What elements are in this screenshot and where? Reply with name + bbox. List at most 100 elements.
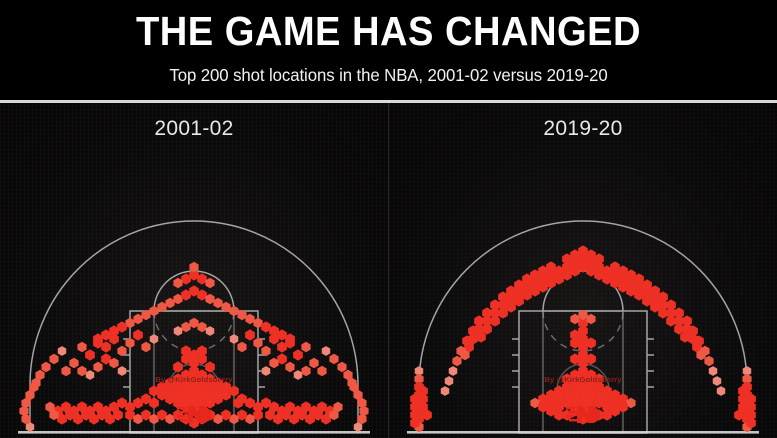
shot-marker (578, 397, 588, 409)
shot-marker (305, 413, 315, 425)
shot-marker (165, 297, 175, 309)
shot-marker (522, 273, 532, 285)
shot-marker (117, 366, 127, 376)
shot-marker (281, 409, 291, 421)
shot-marker (269, 333, 279, 345)
shot-marker (321, 346, 331, 356)
shot-marker (189, 317, 199, 329)
shot-marker (253, 409, 263, 421)
shot-marker (490, 299, 500, 311)
shot-marker (634, 281, 644, 293)
charts-region: 2001-02 By @KirkGoldsberry (0, 103, 777, 438)
shot-marker (522, 281, 532, 293)
shot-marker (213, 385, 223, 397)
shot-marker (626, 397, 636, 409)
shot-marker (674, 315, 684, 327)
shot-marker (498, 299, 508, 311)
shot-marker (173, 361, 183, 373)
shot-marker (602, 401, 612, 413)
shot-marker (462, 335, 472, 347)
shot-marker (594, 261, 604, 273)
panel-title-left: 2001-02 (154, 117, 234, 140)
shot-marker (410, 401, 420, 413)
shot-marker (514, 279, 524, 291)
shot-marker (554, 401, 564, 413)
shot-marker (157, 409, 167, 421)
shot-marker (261, 397, 271, 409)
shot-marker (586, 393, 596, 405)
shot-marker (197, 369, 207, 381)
shot-marker (650, 301, 660, 313)
shot-marker (708, 366, 718, 376)
shot-marker (301, 365, 311, 377)
shot-marker (93, 361, 103, 373)
shot-marker (546, 277, 556, 289)
shot-marker (440, 386, 450, 396)
shot-marker (181, 369, 191, 381)
shot-markers (19, 261, 369, 432)
shot-marker (29, 381, 39, 393)
shot-marker (329, 409, 339, 421)
shot-marker (189, 357, 199, 369)
shot-marker (165, 393, 175, 405)
shot-marker (570, 329, 580, 341)
shot-marker (205, 277, 215, 289)
shot-marker (642, 287, 652, 299)
shot-marker (89, 413, 99, 425)
shot-marker (293, 370, 303, 380)
shot-marker (321, 413, 331, 425)
shot-marker (658, 307, 668, 319)
page-subtitle: Top 200 shot locations in the NBA, 2001-… (169, 65, 608, 85)
shot-marker (452, 355, 462, 367)
panel-title-right: 2019-20 (543, 117, 623, 140)
shot-marker (189, 381, 199, 393)
shot-marker (594, 389, 604, 401)
shot-marker (213, 413, 223, 425)
shot-marker (343, 369, 353, 381)
shot-marker (688, 325, 698, 337)
shot-marker (61, 401, 71, 413)
shot-marker (117, 345, 127, 357)
shot-marker (530, 269, 540, 281)
shot-marker (313, 409, 323, 421)
shot-marker (546, 405, 556, 417)
shot-marker (245, 397, 255, 409)
shot-marker (626, 277, 636, 289)
shot-marker (113, 409, 123, 421)
shot-marker (45, 401, 55, 413)
shot-marker (594, 381, 604, 393)
shot-marker (642, 295, 652, 307)
shot-marker (570, 377, 580, 389)
shot-marker (101, 341, 111, 353)
shot-marker (197, 273, 207, 285)
shot-marker (189, 285, 199, 297)
shot-marker (181, 353, 191, 365)
shot-marker (149, 385, 159, 397)
shot-marker (414, 373, 424, 385)
shot-marker (456, 345, 466, 357)
shot-marker (418, 401, 428, 413)
shot-marker (562, 381, 572, 393)
shot-marker (610, 405, 620, 417)
shot-marker (626, 269, 636, 281)
shot-marker (578, 349, 588, 361)
shot-marker (444, 376, 454, 386)
court-diagram-right (407, 220, 759, 434)
shot-marker (578, 381, 588, 393)
shot-marker (546, 397, 556, 409)
shot-marker (77, 365, 87, 377)
shot-marker (253, 337, 263, 349)
shot-marker (634, 289, 644, 301)
shot-marker (101, 329, 111, 341)
shot-marker (181, 385, 191, 397)
page-title: THE GAME HAS CHANGED (135, 8, 642, 54)
shot-marker (101, 353, 111, 365)
shot-marker (149, 413, 159, 425)
shot-markers (410, 245, 756, 433)
shot-marker (562, 397, 572, 409)
shot-marker (229, 305, 239, 317)
shot-marker (197, 377, 207, 389)
shot-marker (261, 366, 271, 376)
shot-marker (610, 277, 620, 289)
